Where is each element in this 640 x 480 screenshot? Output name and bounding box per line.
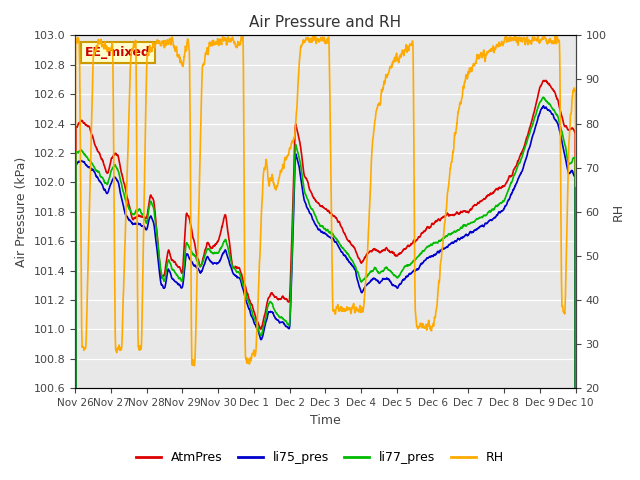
X-axis label: Time: Time xyxy=(310,414,341,427)
Legend: AtmPres, li75_pres, li77_pres, RH: AtmPres, li75_pres, li77_pres, RH xyxy=(131,446,509,469)
Text: EE_mixed: EE_mixed xyxy=(85,46,151,59)
Y-axis label: Air Pressure (kPa): Air Pressure (kPa) xyxy=(15,156,28,267)
Title: Air Pressure and RH: Air Pressure and RH xyxy=(250,15,401,30)
Y-axis label: RH: RH xyxy=(612,203,625,221)
